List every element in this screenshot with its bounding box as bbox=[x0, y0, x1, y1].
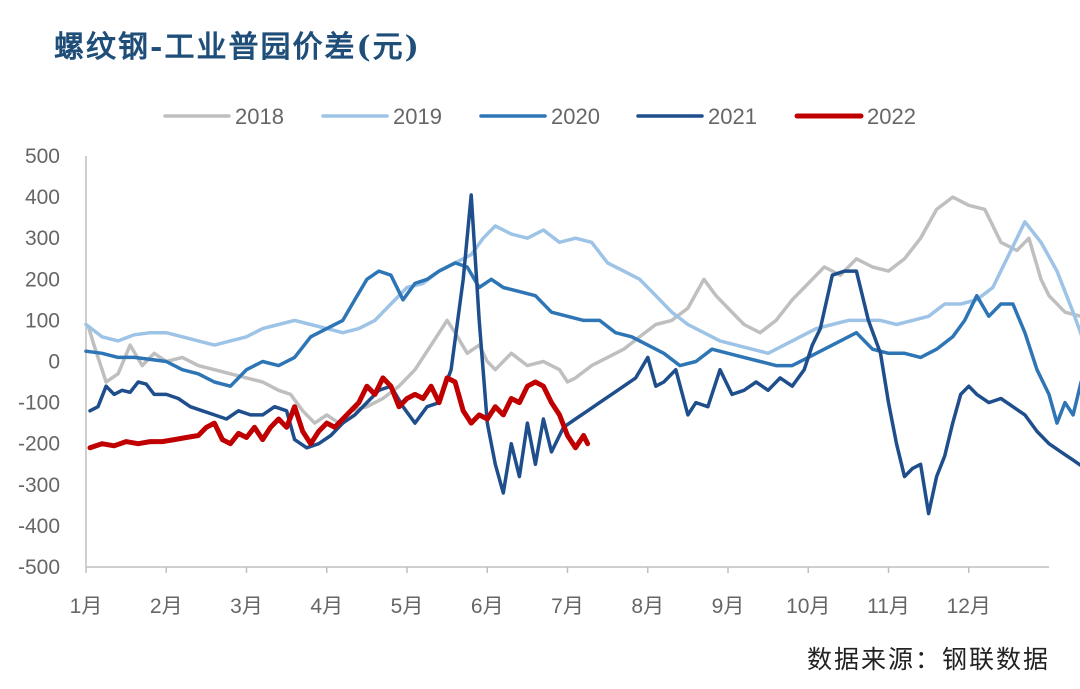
chart-title: 螺纹钢-工业普园价差(元) bbox=[54, 30, 421, 65]
x-tick-label: 2月 bbox=[150, 595, 183, 618]
y-tick-label: -100 bbox=[18, 392, 60, 415]
legend: 2018 2019 2020 2021 2022 bbox=[163, 104, 916, 129]
y-tick-label: -500 bbox=[18, 556, 60, 579]
series-layer bbox=[84, 193, 1080, 516]
y-tick-label: -300 bbox=[18, 474, 60, 497]
x-tick-label: 9月 bbox=[712, 595, 745, 618]
x-tick-label: 12月 bbox=[947, 595, 991, 618]
x-tick-label: 5月 bbox=[391, 595, 424, 618]
y-tick-label: -200 bbox=[18, 433, 60, 456]
legend-label-2022: 2022 bbox=[867, 104, 916, 129]
legend-label-2020: 2020 bbox=[551, 104, 600, 129]
x-tick-label: 3月 bbox=[230, 595, 263, 618]
x-tick-label: 4月 bbox=[310, 595, 343, 618]
series-line-2018 bbox=[86, 195, 1080, 425]
x-tick-label: 10月 bbox=[786, 595, 830, 618]
x-tick-label: 7月 bbox=[551, 595, 584, 618]
legend-label-2019: 2019 bbox=[393, 104, 442, 129]
y-tick-label: 200 bbox=[25, 268, 60, 291]
legend-label-2021: 2021 bbox=[708, 104, 757, 129]
y-tick-label: -400 bbox=[18, 515, 60, 538]
x-tick-label: 6月 bbox=[471, 595, 504, 618]
series-line-2021 bbox=[88, 193, 1080, 516]
y-tick-label: 500 bbox=[25, 145, 60, 168]
source-note: 数据来源：钢联数据 bbox=[806, 645, 1050, 674]
series-line-2019 bbox=[84, 220, 1080, 356]
series-line-2020 bbox=[84, 261, 1080, 425]
series-line-2022 bbox=[87, 375, 591, 451]
y-tick-label: 300 bbox=[25, 227, 60, 250]
x-tick-label: 8月 bbox=[631, 595, 664, 618]
y-tick-label: 100 bbox=[25, 309, 60, 332]
axes: 500 400 300 200 100 0 -100 -200 -300 -400 -500 1月 2月… bbox=[18, 145, 1049, 618]
y-tick-label: 0 bbox=[48, 351, 60, 374]
legend-label-2018: 2018 bbox=[235, 104, 284, 129]
x-tick-label: 1月 bbox=[70, 595, 103, 618]
y-tick-label: 400 bbox=[25, 186, 60, 209]
x-tick-label: 11月 bbox=[867, 595, 910, 618]
